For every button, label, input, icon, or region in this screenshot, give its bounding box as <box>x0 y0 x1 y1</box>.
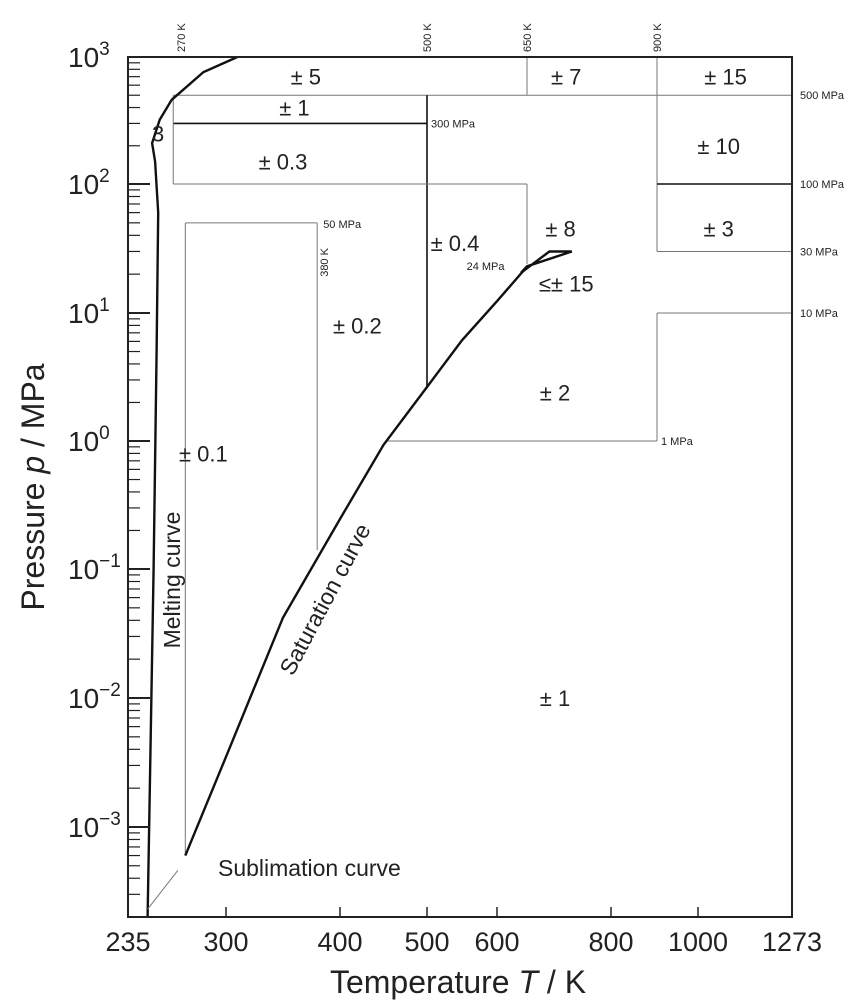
melting-curve <box>146 55 238 918</box>
x-tick-label: 235 <box>105 927 150 957</box>
x-tick-label: 400 <box>317 927 362 957</box>
region-uncertainty-label: ± 1 <box>540 686 570 711</box>
phase-curves <box>146 55 573 918</box>
x-tick-label: 500 <box>404 927 449 957</box>
melting-curve-label: Melting curve <box>159 512 185 649</box>
boundary-value-label: 50 MPa <box>323 219 362 231</box>
y-tick-label: 10−1 <box>68 551 121 585</box>
top-temperature-label: 900 K <box>652 23 664 52</box>
region-uncertainty-label: ≤± 15 <box>539 271 594 296</box>
sublimation-curve-label: Sublimation curve <box>218 855 401 881</box>
x-tick-label: 300 <box>203 927 248 957</box>
top-temperature-label: 500 K <box>422 23 434 52</box>
sublimation-leader-line <box>147 870 179 910</box>
region-uncertainty-label: ± 8 <box>545 217 575 242</box>
right-pressure-label: 100 MPa <box>800 179 845 191</box>
region-uncertainty-label: ± 10 <box>697 134 740 159</box>
y-tick-label: 103 <box>68 39 110 73</box>
top-temperature-label: 270 K <box>176 23 188 52</box>
right-pressure-label: 10 MPa <box>800 308 839 320</box>
top-temperature-label: 650 K <box>522 23 534 52</box>
saturation-curve <box>184 267 527 857</box>
region-uncertainty-label: ± 15 <box>704 65 747 90</box>
region-uncertainty-label: ± 0.2 <box>333 313 382 338</box>
region-uncertainty-label: ± 0.4 <box>431 231 480 256</box>
axes <box>127 56 793 918</box>
y-tick-label: 10−3 <box>68 809 121 843</box>
y-tick-label: 101 <box>68 295 110 329</box>
region-uncertainty-label: ± 0.3 <box>259 150 308 175</box>
y-tick-label: 100 <box>68 423 110 457</box>
y-tick-label: 102 <box>68 166 110 200</box>
region-uncertainty-label: ± 5 <box>291 65 321 90</box>
x-axis-title: Temperature T / K <box>330 964 586 1000</box>
boundary-value-label: 380 K <box>319 247 331 276</box>
x-tick-label: 600 <box>474 927 519 957</box>
region-uncertainty-label: ± 0.1 <box>179 441 228 466</box>
boundary-value-label: 300 MPa <box>431 118 476 130</box>
boundary-value-label: 24 MPa <box>467 261 506 273</box>
y-tick-label: 10−2 <box>68 680 121 714</box>
x-tick-label: 1273 <box>762 927 822 957</box>
boundary-value-label: 1 MPa <box>661 436 694 448</box>
region-uncertainty-label: ± 1 <box>279 96 309 121</box>
x-tick-label: 1000 <box>668 927 728 957</box>
chart-labels: 103 102 101 100 10−1 10−2 10−3 235 300 400 500 600 8… <box>15 23 845 1000</box>
region-uncertainty-label: ± 2 <box>540 380 570 405</box>
region-boundaries <box>172 57 792 856</box>
region-uncertainty-label: 3 <box>152 121 164 146</box>
right-pressure-label: 30 MPa <box>800 246 839 258</box>
right-pressure-label: 500 MPa <box>800 90 845 102</box>
x-tick-label: 800 <box>588 927 633 957</box>
plot-frame <box>127 56 793 918</box>
region-uncertainty-label: ± 3 <box>703 217 733 242</box>
y-axis-title: Pressure p / MPa <box>15 363 51 610</box>
critical-region-triangle <box>520 250 573 274</box>
region-uncertainty-label: ± 7 <box>551 65 581 90</box>
